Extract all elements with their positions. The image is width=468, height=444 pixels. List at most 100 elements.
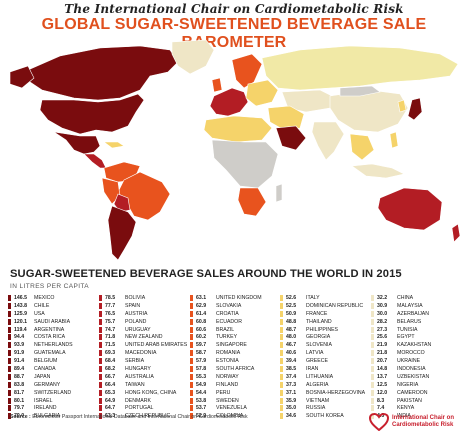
- color-swatch: [8, 302, 11, 309]
- country-label: MACEDONIA: [125, 350, 157, 357]
- map-europe-west: [209, 87, 249, 117]
- value-label: 32.2: [377, 294, 388, 301]
- map-argentina-chile: [107, 205, 137, 261]
- table-row: 64.9 DENMARK: [99, 397, 187, 405]
- map-southeast-asia: [349, 133, 375, 161]
- value-label: 54.4: [196, 389, 207, 396]
- color-swatch: [8, 318, 11, 325]
- color-swatch: [371, 326, 374, 333]
- table-row: 93.9 NETHERLANDS: [8, 341, 73, 349]
- color-swatch: [8, 358, 11, 365]
- value-label: 53.8: [196, 397, 207, 404]
- color-swatch: [280, 294, 283, 301]
- map-philippines: [389, 131, 399, 149]
- unit-label: IN LITRES PER CAPITA: [10, 283, 90, 290]
- country-label: AZERBAIJAN: [397, 310, 429, 317]
- map-central-africa: [211, 139, 279, 189]
- country-label: NETHERLANDS: [34, 342, 73, 349]
- color-swatch: [99, 358, 102, 365]
- table-row: 57.9 ESTONIA: [190, 357, 262, 365]
- table-row: 52.5 DOMINICAN REPUBLIC: [280, 302, 365, 310]
- value-label: 20.7: [377, 358, 388, 365]
- table-row: 65.3 HONG KONG, CHINA: [99, 389, 187, 397]
- country-label: DENMARK: [125, 397, 151, 404]
- value-label: 78.5: [105, 294, 116, 301]
- country-label: BELGIUM: [34, 358, 58, 365]
- color-swatch: [99, 294, 102, 301]
- value-label: 38.5: [286, 365, 297, 372]
- color-swatch: [99, 405, 102, 412]
- country-label: JAPAN: [34, 373, 51, 380]
- table-row: 71.5 UNITED ARAB EMIRATES: [99, 341, 187, 349]
- value-label: 63.1: [196, 294, 207, 301]
- value-label: 88.7: [14, 373, 25, 380]
- country-label: RUSSIA: [306, 405, 326, 412]
- value-label: 75.7: [105, 318, 116, 325]
- table-row: 34.6 SOUTH KOREA: [280, 412, 365, 420]
- color-swatch: [190, 318, 193, 325]
- color-swatch: [8, 342, 11, 349]
- color-swatch: [99, 373, 102, 380]
- value-label: 66.7: [105, 373, 116, 380]
- value-label: 13.7: [377, 373, 388, 380]
- map-mexico: [53, 131, 101, 155]
- table-row: 79.7 IRELAND: [8, 404, 73, 412]
- country-label: PORTUGAL: [125, 405, 154, 412]
- data-column: 32.2 CHINA 30.9 MALAYSIA 30.0 AZERBAIJAN 28.2 B…: [371, 294, 431, 420]
- country-label: BRAZIL: [216, 326, 235, 333]
- table-row: 69.3 MACEDONIA: [99, 349, 187, 357]
- value-label: 76.5: [105, 310, 116, 317]
- country-label: SAUDI ARABIA: [34, 318, 71, 325]
- value-label: 48.8: [286, 318, 297, 325]
- color-swatch: [280, 310, 283, 317]
- value-label: 40.6: [286, 350, 297, 357]
- value-label: 37.3: [286, 381, 297, 388]
- color-swatch: [280, 381, 283, 388]
- value-label: 71.8: [105, 334, 116, 341]
- color-swatch: [99, 318, 102, 325]
- value-label: 52.5: [286, 302, 297, 309]
- country-label: CHINA: [397, 294, 414, 301]
- country-label: CHILE: [34, 302, 50, 309]
- table-row: 13.7 UZBEKISTAN: [371, 373, 431, 381]
- value-label: 71.5: [105, 342, 116, 349]
- data-column: 146.5 MEXICO 143.8 CHILE 125.9 USA 120.1 SAUDI …: [8, 294, 73, 420]
- value-label: 54.9: [196, 381, 207, 388]
- country-label: HUNGARY: [125, 365, 151, 372]
- data-column: 78.5 BOLIVIA 77.7 SPAIN 76.5 AUSTRIA 75.7 POLAN…: [99, 294, 187, 420]
- table-row: 60.6 BRAZIL: [190, 326, 262, 334]
- table-row: 89.4 CANADA: [8, 365, 73, 373]
- table-row: 125.9 USA: [8, 310, 73, 318]
- table-row: 74.7 URUGUAY: [99, 326, 187, 334]
- value-label: 7.4: [377, 405, 385, 412]
- country-label: UZBEKISTAN: [397, 373, 430, 380]
- color-swatch: [280, 358, 283, 365]
- color-swatch: [8, 326, 11, 333]
- country-label: BOSNIA-HERZEGOVINA: [306, 389, 366, 396]
- table-row: 60.2 TURKEY: [190, 333, 262, 341]
- table-row: 30.9 MALAYSIA: [371, 302, 431, 310]
- value-label: 64.9: [105, 397, 116, 404]
- color-swatch: [371, 365, 374, 372]
- table-row: 59.7 SINGAPORE: [190, 341, 262, 349]
- table-row: 35.9 VIETNAM: [280, 397, 365, 405]
- country-label: COLOMBIA: [216, 413, 244, 420]
- color-swatch: [99, 302, 102, 309]
- world-map: [9, 39, 461, 261]
- country-label: UNITED KINGDOM: [216, 294, 262, 301]
- table-row: 62.9 SLOVAKIA: [190, 302, 262, 310]
- color-swatch: [8, 381, 11, 388]
- color-swatch: [99, 342, 102, 349]
- value-label: 52.6: [286, 294, 297, 301]
- country-label: AUSTRALIA: [125, 373, 154, 380]
- table-row: 7.4 KENYA: [371, 404, 431, 412]
- value-label: 146.5: [14, 294, 27, 301]
- color-swatch: [99, 365, 102, 372]
- table-row: 54.4 PERU: [190, 389, 262, 397]
- value-label: 50.9: [286, 310, 297, 317]
- value-label: 125.9: [14, 310, 27, 317]
- table-row: 119.4 ARGENTINA: [8, 326, 73, 334]
- color-swatch: [8, 334, 11, 341]
- table-row: 143.8 CHILE: [8, 302, 73, 310]
- country-label: AUSTRIA: [125, 310, 148, 317]
